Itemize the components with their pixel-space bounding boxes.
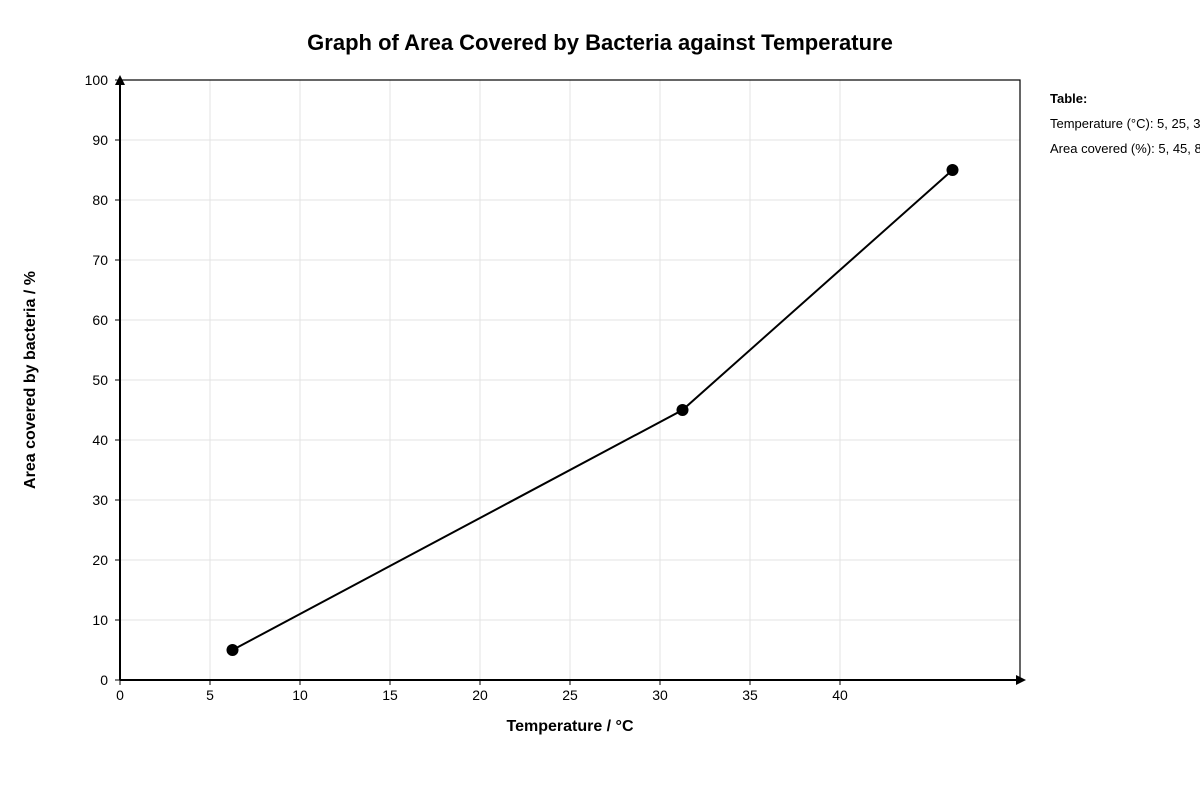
x-tick-label: 5 [206,687,214,703]
series-line [232,169,954,651]
y-axis-label: Area covered by bacteria / % [22,271,39,489]
y-tick-label: 30 [92,492,108,508]
tick-labels: 0 5 10 15 20 25 30 35 40 0 10 20 30 40 50 60 70 80 90 100 [85,72,848,703]
x-tick-label: 15 [382,687,398,703]
y-tick-label: 0 [100,672,108,688]
y-tick-label: 90 [92,132,108,148]
data-point [676,404,689,416]
data-table-note: Table: Temperature (°C): 5, 25, 3 Area c… [1050,86,1200,161]
x-tick-label: 40 [832,687,848,703]
y-tick-label: 40 [92,432,108,448]
data-point [226,644,239,656]
chart-title: Graph of Area Covered by Bacteria agains… [307,30,893,55]
y-tick-label: 70 [92,252,108,268]
x-tick-label: 25 [562,687,578,703]
x-tick-label: 10 [292,687,308,703]
x-tick-label: 20 [472,687,488,703]
table-heading: Table: [1050,91,1088,106]
table-area-row: Area covered (%): 5, 45, 8 [1050,141,1200,156]
data-point [946,164,959,176]
grid [120,80,1020,680]
x-tick-label: 35 [742,687,758,703]
y-tick-label: 60 [92,312,108,328]
x-axis-label: Temperature / °C [506,718,633,735]
x-axis-arrowhead [1016,675,1026,685]
y-tick-label: 50 [92,372,108,388]
y-tick-label: 80 [92,192,108,208]
x-tick-label: 30 [652,687,668,703]
y-tick-label: 10 [92,612,108,628]
table-temperature-row: Temperature (°C): 5, 25, 3 [1050,116,1200,131]
axes [115,75,1026,685]
x-tick-label: 0 [116,687,124,703]
y-axis-arrowhead [115,75,125,85]
y-tick-label: 20 [92,552,108,568]
y-tick-label: 100 [85,72,109,88]
data-series [226,164,959,656]
